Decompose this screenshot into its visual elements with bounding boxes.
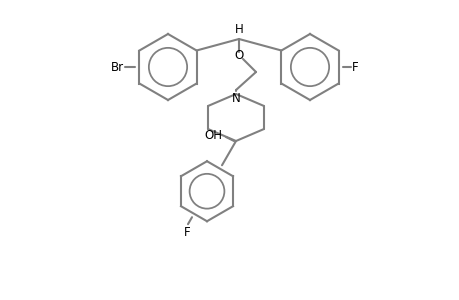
Text: O: O	[234, 49, 243, 62]
Text: F: F	[351, 61, 358, 74]
Text: F: F	[183, 226, 190, 239]
Text: Br: Br	[111, 61, 124, 74]
Text: N: N	[231, 92, 240, 105]
Text: OH: OH	[203, 128, 222, 142]
Text: H: H	[234, 23, 243, 36]
